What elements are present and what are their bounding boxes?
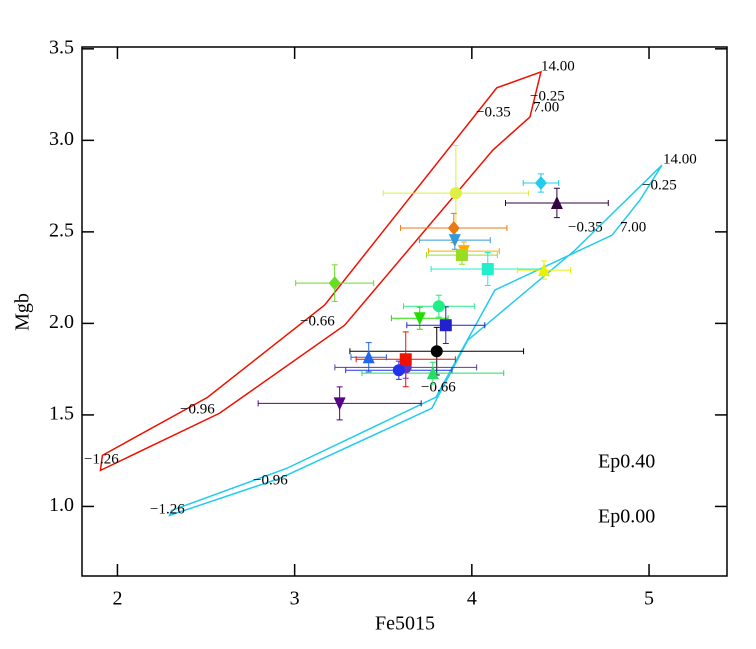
data-point [432,300,445,313]
x-tick-label: 5 [644,588,654,610]
data-point [392,364,405,377]
y-tick-label: 1.5 [49,403,74,425]
x-axis-label: Fe5015 [375,613,435,635]
data-point [455,249,468,262]
data-point [426,366,439,380]
data-point [481,263,494,276]
legend-entry: Ep0.40 [598,451,655,473]
grid-label: 7.00 [620,219,646,235]
grid-label: 7.00 [533,99,559,115]
data-point [449,187,462,200]
grid-label: −0.66 [421,379,456,395]
data-point [448,234,461,248]
grid-label: 14.00 [663,151,697,167]
grid-label: −0.66 [300,313,335,329]
model-grid [168,164,663,517]
grid-label: −1.26 [84,451,119,467]
grid-label: −0.35 [568,219,603,235]
y-tick-label: 2.5 [49,219,74,241]
grid-label: −0.96 [180,401,215,417]
y-axis-label: Mgb [12,293,34,331]
data-point [534,176,547,191]
model-grid [99,70,543,472]
data-point [328,276,341,291]
grid-label: 14.00 [541,58,575,74]
data-point [399,353,412,366]
grid-label: −0.25 [642,177,677,193]
data-point [333,397,346,411]
data-point [430,345,443,358]
y-tick-label: 3.5 [49,36,74,58]
data-point [537,263,550,277]
y-tick-label: 3.0 [49,128,74,150]
plot-frame [81,46,728,577]
grid-label: −0.96 [253,472,288,488]
grid-label: −0.35 [476,104,511,120]
y-tick-label: 1.0 [49,494,74,516]
grid-label: −1.26 [150,501,185,517]
data-point [439,319,452,332]
x-tick-label: 3 [290,588,300,610]
data-point [413,312,426,326]
grid-label: −0.25 [530,88,565,104]
x-tick-label: 2 [112,588,122,610]
data-point [447,221,460,236]
data-point [362,350,375,364]
y-tick-label: 2.0 [49,311,74,333]
x-tick-label: 4 [467,588,477,610]
data-point [550,195,563,209]
legend-entry: Ep0.00 [598,506,655,528]
